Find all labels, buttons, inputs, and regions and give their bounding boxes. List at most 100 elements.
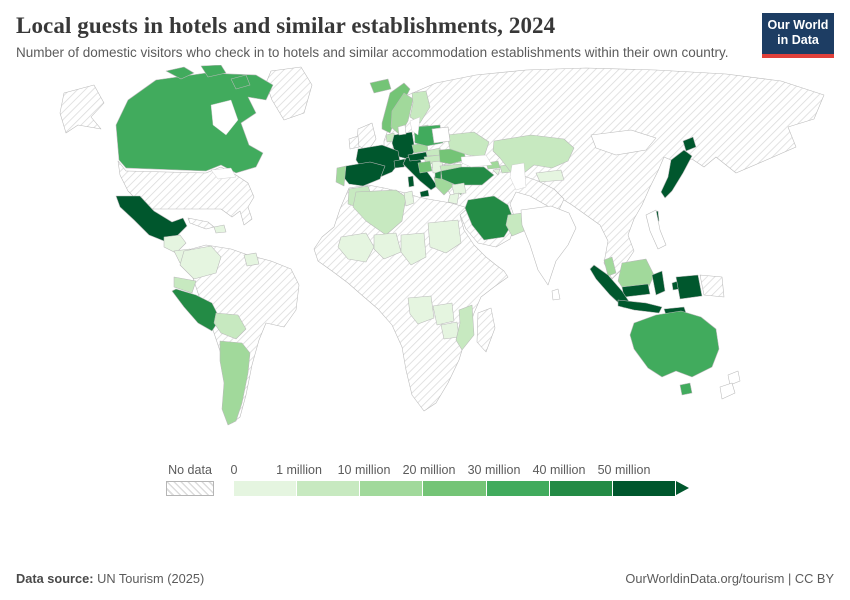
world-map	[16, 64, 834, 457]
map-country-niger[interactable]	[373, 232, 402, 260]
caspian-sea	[509, 162, 527, 191]
legend-tick-2: 10 million	[337, 462, 391, 477]
map-country-japan-honshu[interactable]	[660, 149, 693, 199]
map-country-philippines[interactable]	[645, 209, 667, 250]
footer-separator: |	[784, 571, 795, 586]
map-country-denmark[interactable]	[397, 124, 407, 136]
map-country-argentina[interactable]	[219, 340, 251, 426]
map-country-indonesia-sumatra[interactable]	[589, 264, 631, 309]
map-country-zimbabwe[interactable]	[440, 321, 460, 340]
owid-logo-line2: in Data	[777, 32, 819, 47]
page-title: Local guests in hotels and similar estab…	[16, 13, 556, 38]
map-country-sweden[interactable]	[390, 92, 414, 136]
map-country-spain[interactable]	[340, 161, 386, 187]
map-country-belarus-fill[interactable]	[431, 126, 451, 144]
map-country-australia[interactable]	[629, 310, 720, 378]
black-sea	[460, 154, 493, 168]
legend-bin-1[interactable]	[297, 480, 361, 496]
map-country-portugal[interactable]	[335, 165, 347, 187]
owid-logo: Our World in Data	[762, 13, 834, 58]
map-country-angola[interactable]	[407, 295, 435, 325]
chart-subtitle: Number of domestic visitors who check in…	[16, 45, 729, 60]
great-lakes	[210, 167, 237, 180]
legend-no-data-swatch[interactable]	[166, 480, 214, 496]
legend-tick-3: 20 million	[402, 462, 456, 477]
map-country-canada-arctic-2[interactable]	[200, 64, 227, 78]
legend-bin-6[interactable]	[612, 480, 676, 496]
map-country-papua-new-guinea[interactable]	[699, 274, 725, 298]
map-country-italy-sardinia[interactable]	[407, 175, 415, 188]
footer-source-label: Data source:	[16, 571, 94, 586]
legend-bin-2[interactable]	[360, 480, 424, 496]
map-country-new-zealand-south[interactable]	[719, 382, 736, 400]
map-country-canada-arctic-3[interactable]	[230, 74, 251, 90]
map-country-malaysia-peninsula[interactable]	[603, 256, 617, 277]
map-country-tunisia[interactable]	[403, 190, 415, 207]
footer-license: CC BY	[794, 571, 834, 586]
map-country-saudi-arabia[interactable]	[464, 195, 515, 241]
map-country-new-zealand-north[interactable]	[727, 370, 741, 386]
map-country-india[interactable]	[520, 205, 577, 286]
map-country-croatia[interactable]	[417, 160, 433, 174]
map-country-cuba[interactable]	[187, 217, 215, 230]
legend-bin-5[interactable]	[549, 480, 613, 496]
map-country-armenia[interactable]	[492, 168, 501, 176]
map-country-bolivia[interactable]	[213, 312, 247, 340]
map-country-uzbekistan[interactable]	[535, 169, 565, 183]
legend-tick-4: 30 million	[467, 462, 521, 477]
map-country-united-states[interactable]	[59, 84, 105, 134]
map-country-oman[interactable]	[505, 212, 525, 237]
map-country-algeria[interactable]	[352, 189, 407, 236]
map-country-sudan[interactable]	[427, 219, 462, 254]
legend-tick-6: 50 million	[597, 462, 651, 477]
legend-bar	[234, 480, 689, 496]
legend-bin-0[interactable]	[234, 480, 298, 496]
map-country-colombia[interactable]	[179, 245, 222, 280]
map-country-greenland[interactable]	[265, 66, 313, 121]
map-country-iceland[interactable]	[369, 78, 392, 94]
legend-bin-3[interactable]	[423, 480, 487, 496]
map-country-guatemala[interactable]	[163, 234, 187, 254]
map-country-mexico[interactable]	[115, 195, 188, 242]
map-country-ecuador[interactable]	[173, 276, 197, 294]
map-country-mozambique[interactable]	[455, 304, 475, 351]
map-country-dominican-republic[interactable]	[213, 224, 227, 234]
map-country-australia-tasmania[interactable]	[679, 382, 693, 396]
legend-bin-4[interactable]	[486, 480, 550, 496]
map-country-italy-sicily[interactable]	[419, 189, 430, 198]
footer-link[interactable]: OurWorldinData.org/tourism	[625, 571, 785, 586]
map-country-finland[interactable]	[409, 90, 431, 124]
legend-no-data[interactable]: No data	[166, 463, 214, 496]
map-country-mali[interactable]	[337, 232, 375, 263]
map-country-sri-lanka[interactable]	[551, 288, 561, 301]
map-country-canada[interactable]	[115, 72, 274, 174]
map-country-jordan[interactable]	[447, 192, 460, 205]
map-country-indonesia-sulawesi[interactable]	[651, 270, 666, 296]
map-country-indonesia-java[interactable]	[617, 299, 663, 314]
world-map-svg	[59, 64, 825, 426]
footer-source-value: UN Tourism (2025)	[97, 571, 205, 586]
map-country-switzerland[interactable]	[393, 158, 406, 169]
map-country-mongolia[interactable]	[590, 129, 657, 156]
map-country-ireland[interactable]	[348, 135, 360, 150]
map-country-zambia[interactable]	[432, 302, 455, 326]
footer-source: Data source: UN Tourism (2025)	[16, 571, 204, 586]
map-country-turkey[interactable]	[440, 166, 495, 186]
owid-logo-line1: Our World	[767, 18, 829, 32]
legend-tick-1: 1 million	[276, 462, 322, 477]
map-legend: No data 0 1 million 10 million 20 million 30…	[166, 463, 726, 509]
map-country-canada-arctic-1[interactable]	[165, 66, 195, 80]
map-country-japan-hokkaido[interactable]	[682, 136, 697, 152]
legend-bar-area: 0 1 million 10 million 20 million 30 million…	[230, 462, 704, 496]
baltic-sea	[409, 116, 421, 136]
map-country-syria[interactable]	[451, 182, 467, 195]
map-country-madagascar[interactable]	[476, 307, 496, 353]
map-country-peru[interactable]	[171, 288, 221, 332]
map-country-kazakhstan[interactable]	[492, 134, 575, 174]
map-country-indonesia-papua[interactable]	[675, 274, 703, 300]
map-country-guyana[interactable]	[243, 252, 260, 267]
hudson-bay	[210, 99, 239, 136]
legend-tick-0: 0	[230, 462, 238, 477]
map-country-chad[interactable]	[400, 232, 427, 266]
map-country-turkey-west[interactable]	[434, 170, 442, 180]
